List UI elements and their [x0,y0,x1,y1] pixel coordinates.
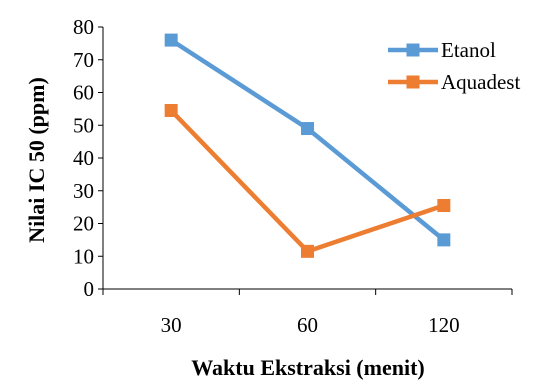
y-tick-label: 40 [73,146,94,170]
data-point [301,122,314,136]
y-tick-label: 80 [73,15,94,39]
data-point [437,233,451,247]
x-axis-title: Waktu Ekstraksi (menit) [191,355,424,380]
y-tick-label: 10 [73,244,94,268]
y-axis-title: Nilai IC 50 (ppm) [24,77,49,243]
legend-label: Etanol [441,38,496,62]
data-point [164,33,178,47]
y-tick-label: 70 [73,48,94,72]
x-tick-label: 60 [297,313,318,337]
x-tick-label: 120 [428,313,460,337]
y-axis: 0 10 20 30 40 50 60 70 80 [73,15,104,301]
legend-label: Aquadest [441,70,520,94]
x-axis: 30 60 120 [102,288,513,337]
series-aquadest [164,104,451,258]
legend: Etanol Aquadest [388,38,520,94]
y-tick-label: 20 [73,212,94,236]
y-tick-label: 0 [84,277,95,301]
legend-item-aquadest: Aquadest [388,70,520,94]
series-line [169,38,446,242]
y-tick-label: 60 [73,81,94,105]
y-tick-label: 30 [73,179,94,203]
legend-marker [406,75,420,89]
x-tick-label: 30 [161,313,182,337]
legend-marker [406,43,420,57]
data-point [437,198,451,212]
series-etanol [164,33,451,247]
series-layer [164,33,451,258]
data-point [301,244,314,258]
legend-item-etanol: Etanol [388,38,496,62]
data-point [164,104,178,118]
y-tick-label: 50 [73,113,94,137]
